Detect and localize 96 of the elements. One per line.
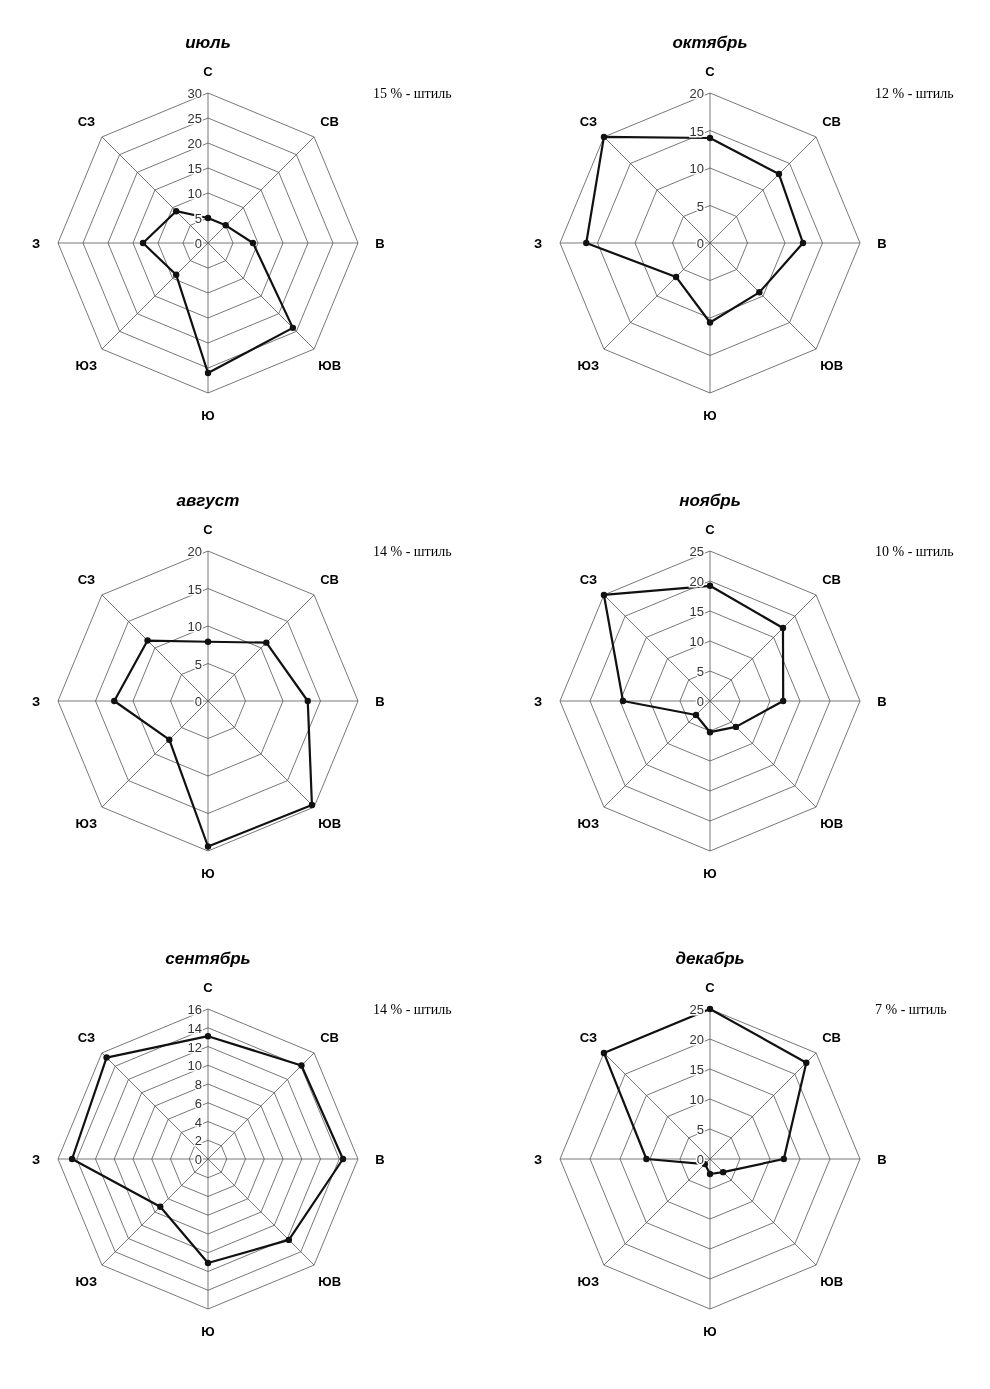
spoke-label: Ю — [201, 866, 215, 881]
text: 14 % - штиль — [373, 544, 452, 559]
y-tick-label: 12 — [187, 1039, 202, 1055]
chart-title: сентябрь — [165, 949, 251, 968]
y-tick-label: 25 — [689, 1002, 704, 1017]
text: 10 % - штиль — [875, 544, 954, 559]
spoke-label: Ю — [201, 1324, 215, 1339]
y-tick-label: 20 — [689, 1032, 704, 1047]
spoke-label: В — [877, 1152, 887, 1167]
spoke-label: СЗ — [77, 572, 96, 588]
spoke-label: Ю — [201, 408, 215, 423]
spoke-label: СВ — [320, 114, 340, 130]
spoke-label: С — [705, 980, 716, 995]
spoke-label: СВ — [320, 572, 340, 588]
spoke-label: С — [203, 522, 214, 537]
y-tick-label: 25 — [187, 111, 202, 126]
y-tick-label: 15 — [689, 1062, 704, 1077]
text: 12 % - штиль — [875, 86, 954, 101]
spoke-label: ЮЗ — [75, 1273, 98, 1289]
spoke-label: Ю — [703, 1324, 717, 1339]
text: 7 % - штиль — [875, 1002, 947, 1017]
y-tick-label: 25 — [689, 544, 704, 559]
spoke-label: ЮВ — [318, 815, 342, 831]
spoke-label: ЮВ — [820, 815, 844, 831]
spoke-label: С — [705, 64, 716, 79]
text: 14 % - штиль — [373, 1002, 452, 1017]
spoke-label: З — [31, 236, 41, 251]
y-tick-label: 20 — [187, 136, 202, 151]
y-tick-label: 15 — [689, 604, 704, 619]
y-tick-label: 0 — [194, 694, 202, 709]
spoke-label: ЮВ — [318, 1273, 342, 1289]
spoke-label: СЗ — [579, 572, 598, 588]
y-tick-label: 5 — [194, 656, 202, 672]
y-tick-label: 14 — [187, 1020, 202, 1036]
spoke-label: ЮВ — [820, 1273, 844, 1289]
spoke-label: ЮЗ — [577, 815, 600, 831]
chart-title: октябрь — [672, 33, 748, 52]
spoke-label: СЗ — [77, 1030, 96, 1046]
y-tick-label: 8 — [194, 1077, 202, 1092]
chart-title: август — [176, 491, 240, 510]
y-tick-label: 16 — [187, 1002, 202, 1017]
text: 15 % - штиль — [373, 86, 452, 101]
y-tick-label: 15 — [187, 161, 202, 176]
spoke-label: ЮЗ — [75, 357, 98, 373]
y-tick-label: 10 — [187, 619, 202, 634]
y-tick-label: 2 — [194, 1133, 202, 1149]
y-tick-label: 6 — [194, 1095, 202, 1111]
y-tick-label: 10 — [689, 1092, 704, 1107]
spoke-label: С — [705, 522, 716, 537]
spoke-label: СЗ — [579, 1030, 598, 1046]
spoke-label: С — [203, 64, 214, 79]
chart-title: ноябрь — [679, 491, 741, 510]
spoke-label: В — [375, 694, 385, 709]
spoke-label: З — [31, 694, 41, 709]
y-tick-label: 15 — [187, 581, 202, 597]
y-tick-label: 0 — [696, 236, 704, 251]
y-tick-label: 15 — [689, 123, 704, 139]
spoke-label: Ю — [703, 866, 717, 881]
y-tick-label: 10 — [689, 161, 704, 176]
y-tick-label: 20 — [187, 544, 202, 559]
spoke-label: СЗ — [579, 114, 598, 130]
y-tick-label: 20 — [689, 574, 704, 589]
spoke-label: В — [375, 236, 385, 251]
spoke-label: СВ — [822, 114, 842, 130]
y-tick-label: 10 — [187, 1058, 202, 1074]
spoke-label: З — [533, 236, 543, 251]
y-tick-label: 0 — [194, 1152, 202, 1167]
spoke-label: В — [375, 1152, 385, 1167]
y-tick-label: 20 — [689, 86, 704, 101]
spoke-label: СВ — [822, 572, 842, 588]
spoke-label: Ю — [703, 408, 717, 423]
y-tick-label: 4 — [194, 1114, 202, 1130]
spoke-label: З — [31, 1152, 41, 1167]
spoke-label: В — [877, 236, 887, 251]
chart-title: декабрь — [675, 949, 745, 968]
y-tick-label: 10 — [689, 634, 704, 649]
y-tick-label: 0 — [194, 236, 202, 251]
spoke-label: ЮВ — [318, 357, 342, 373]
spoke-label: ЮВ — [820, 357, 844, 373]
y-tick-label: 5 — [696, 664, 704, 679]
chart-title: июль — [185, 33, 231, 52]
spoke-label: В — [877, 694, 887, 709]
spoke-label: СВ — [320, 1030, 340, 1046]
spoke-label: ЮЗ — [75, 815, 98, 831]
y-tick-label: 5 — [696, 198, 704, 214]
y-tick-label: 0 — [696, 694, 704, 709]
spoke-label: С — [203, 980, 214, 995]
spoke-label: ЮЗ — [577, 1273, 600, 1289]
spoke-label: З — [533, 1152, 543, 1167]
y-tick-label: 10 — [187, 186, 202, 201]
spoke-label: СЗ — [77, 114, 96, 130]
y-tick-label: 5 — [696, 1122, 704, 1137]
spoke-label: З — [533, 694, 543, 709]
spoke-label: СВ — [822, 1030, 842, 1046]
y-tick-label: 30 — [187, 86, 202, 101]
spoke-label: ЮЗ — [577, 357, 600, 373]
